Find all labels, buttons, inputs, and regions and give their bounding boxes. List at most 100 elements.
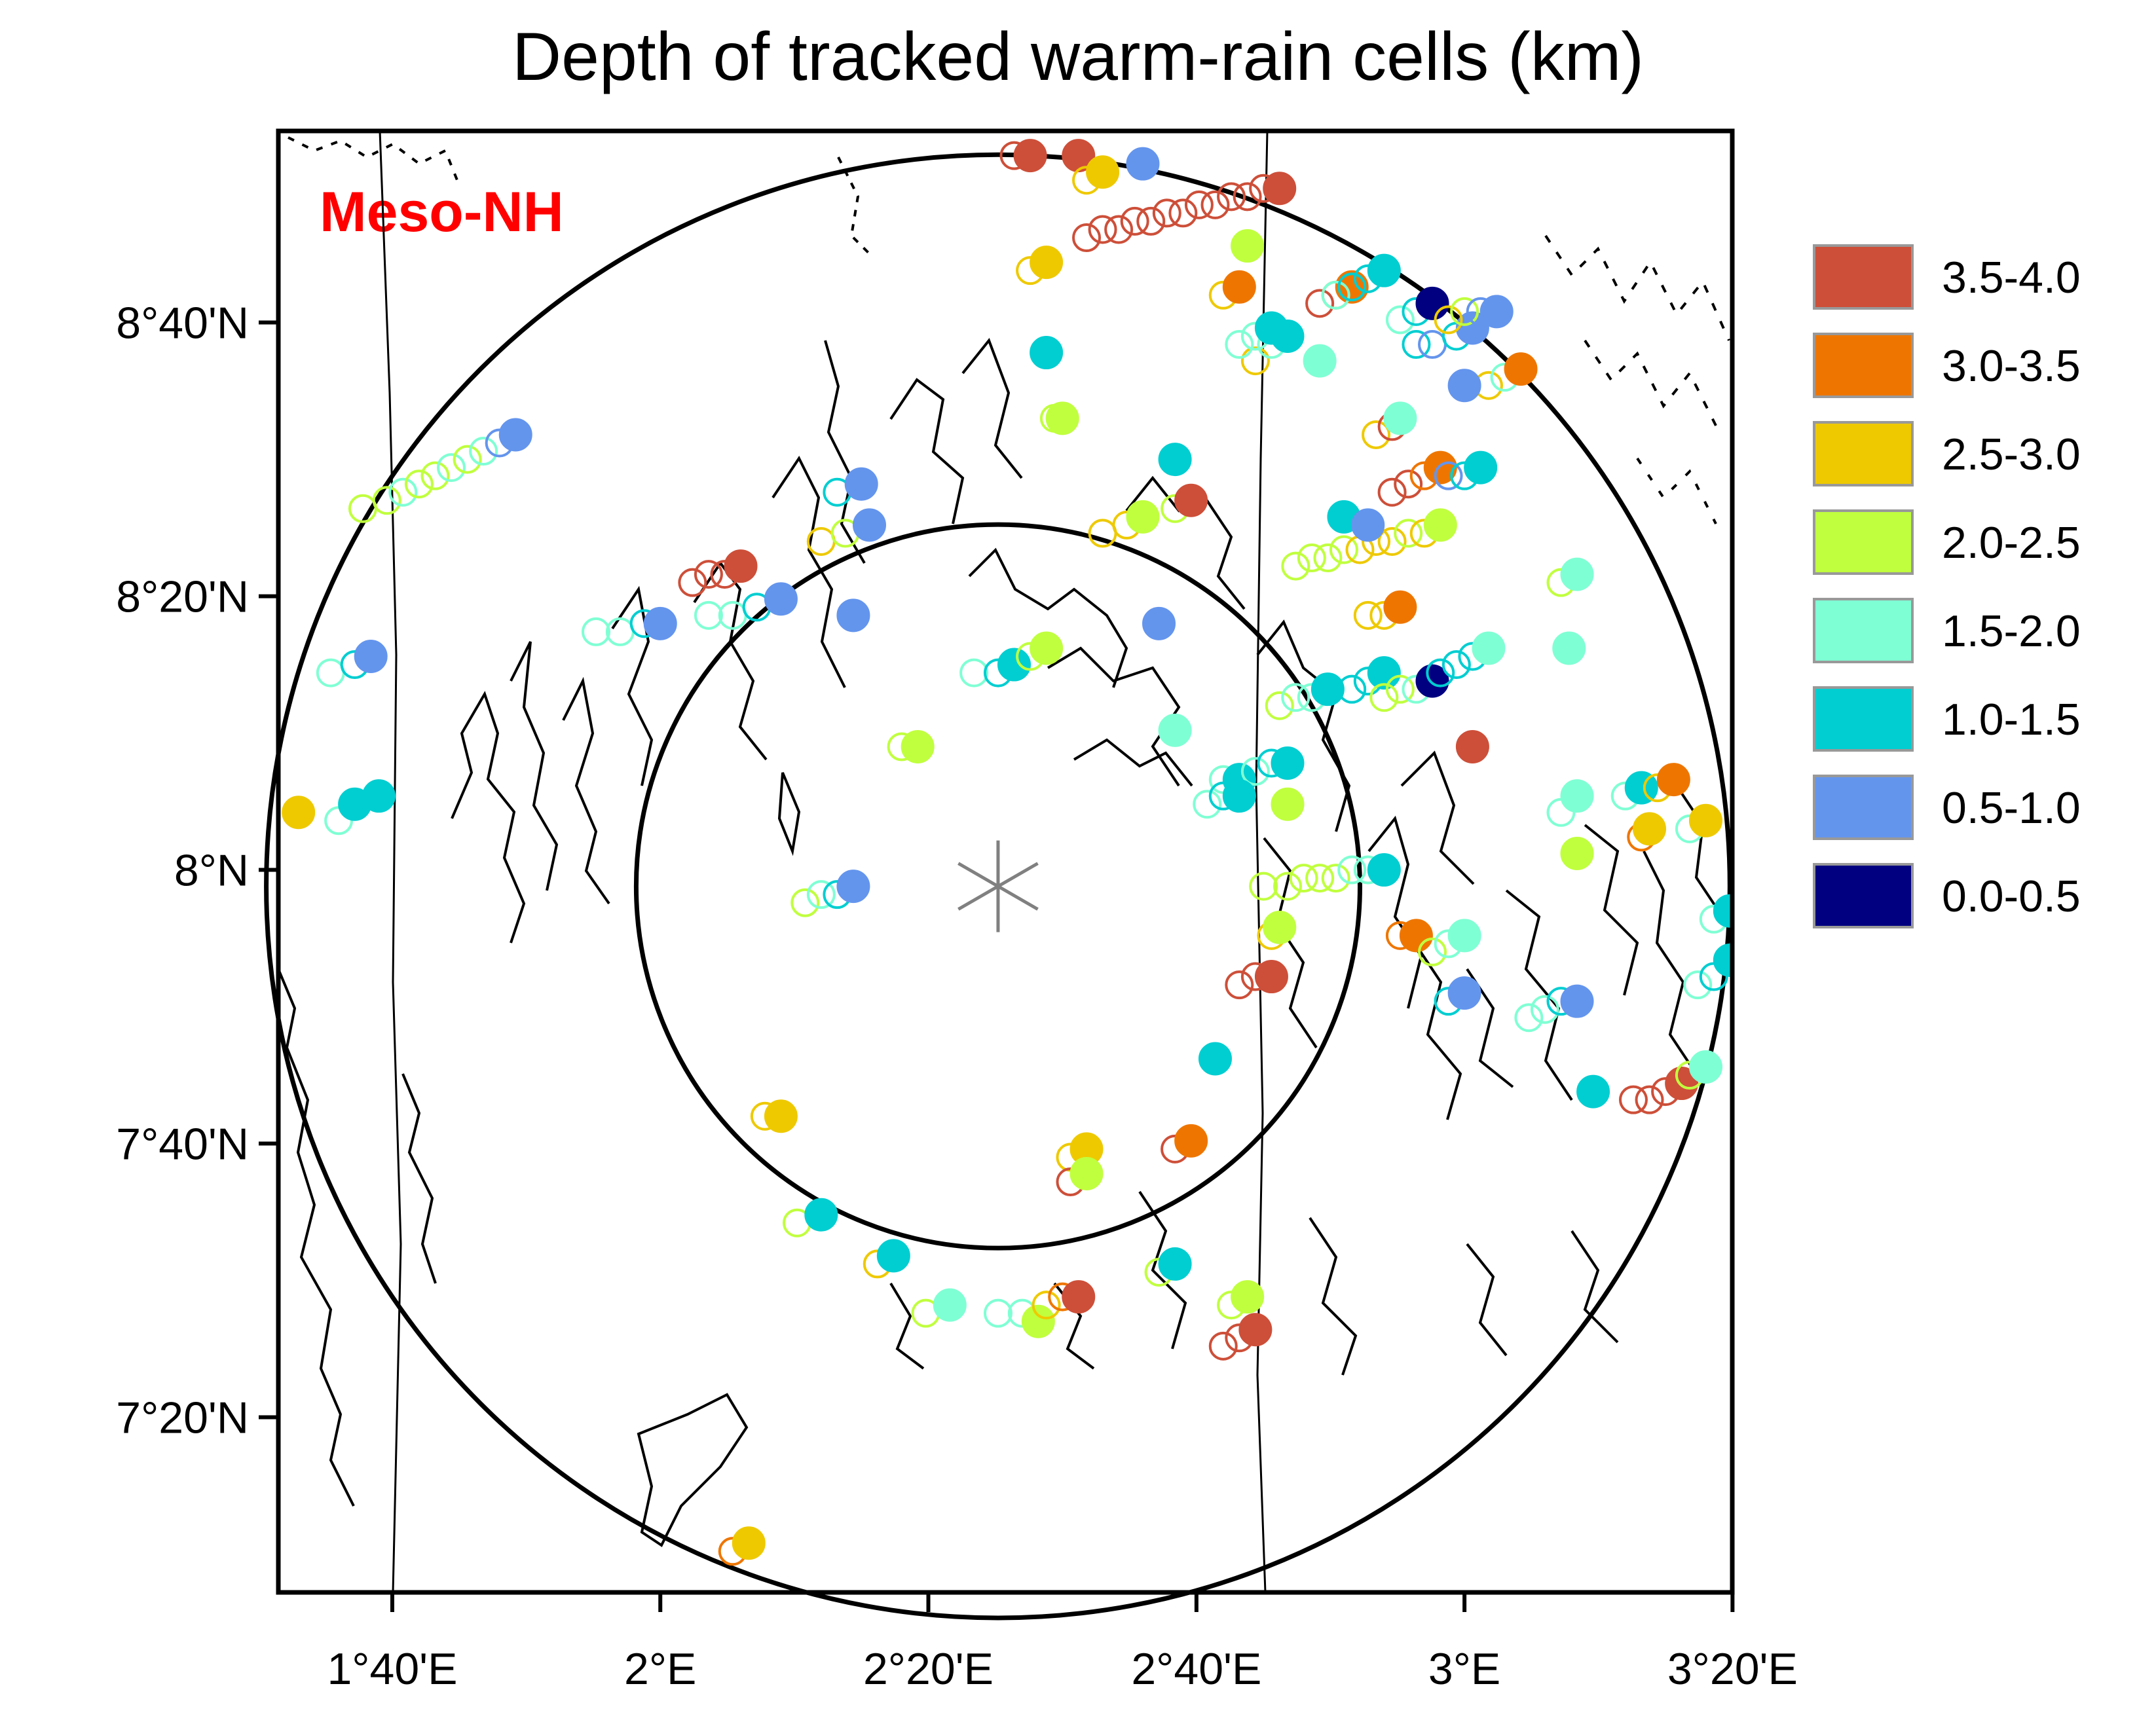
cell-point	[1310, 672, 1345, 706]
legend-swatch	[1813, 421, 1914, 486]
cell-point	[790, 888, 820, 917]
cell-point	[1385, 305, 1415, 335]
cell-point	[1174, 1124, 1208, 1158]
legend-label: 3.0-3.5	[1942, 341, 2081, 391]
legend-label: 1.5-2.0	[1942, 606, 2081, 656]
river-system-1	[451, 691, 526, 944]
cell-point	[1713, 894, 1732, 928]
cell-point	[1281, 551, 1310, 581]
cell-point	[1254, 311, 1288, 345]
cell-point	[469, 437, 498, 466]
cell-point	[1415, 664, 1449, 698]
cell-point	[1394, 469, 1423, 499]
x-tick-label: 2°40'E	[1131, 1644, 1261, 1694]
river-system-7	[824, 340, 866, 564]
cell-point	[436, 453, 466, 483]
range-rings	[264, 152, 1732, 1621]
y-tick-label: 8°N	[174, 846, 249, 896]
cell-point	[1576, 1074, 1610, 1109]
cell-point	[732, 1526, 766, 1560]
river-system-27	[1309, 1217, 1358, 1376]
cell-point	[1383, 590, 1417, 624]
cell-point	[1688, 1050, 1722, 1084]
x-tick-label: 2°E	[624, 1644, 696, 1694]
cell-point	[1633, 812, 1667, 846]
cell-point	[1254, 960, 1288, 994]
x-tick-label: 3°E	[1428, 1644, 1500, 1694]
cell-point	[582, 617, 611, 646]
cell-point	[1479, 295, 1514, 329]
cell-point	[1464, 450, 1498, 485]
cell-point	[1104, 215, 1134, 244]
cell-point	[1321, 280, 1350, 310]
cell-point	[1045, 401, 1079, 435]
cell-point	[605, 617, 635, 646]
cell-point	[1158, 443, 1192, 477]
legend-swatch	[1813, 863, 1914, 928]
cell-point	[1656, 763, 1690, 797]
chart-title: Depth of tracked warm-rain cells (km)	[512, 19, 1644, 95]
cell-point	[1072, 223, 1102, 253]
cell-point	[1271, 746, 1305, 780]
cell-point	[1303, 344, 1337, 378]
cell-point	[1238, 1313, 1273, 1347]
cell-point	[1263, 910, 1297, 944]
cell-point	[1273, 871, 1302, 901]
cell-point	[1399, 919, 1433, 953]
cell-point	[1394, 519, 1423, 548]
legend-label: 0.0-0.5	[1942, 871, 2081, 921]
cell-point	[1455, 729, 1489, 763]
cell-point	[997, 648, 1032, 682]
river-system-2	[510, 641, 559, 891]
cell-point	[1434, 461, 1463, 490]
cell-point	[1030, 336, 1064, 370]
river-system-4	[611, 585, 654, 786]
cell-point	[1198, 1042, 1232, 1076]
legend-swatch	[1813, 775, 1914, 840]
radar-site	[957, 840, 1039, 932]
legend: 3.5-4.0 3.0-3.5 2.5-3.0 2.0-2.5 1.5-2.0 1.0-1…	[1813, 244, 2081, 928]
cell-point	[1353, 600, 1383, 630]
y-tick-label: 7°20'N	[116, 1393, 249, 1443]
cell-point	[1426, 658, 1455, 688]
cell-point	[1635, 1085, 1664, 1114]
cell-point	[1447, 976, 1481, 1010]
plot-frame	[276, 128, 1735, 1595]
cell-point	[836, 870, 870, 904]
legend-label: 1.0-1.5	[1942, 695, 2081, 744]
cell-point	[1362, 420, 1391, 449]
cell-point	[1152, 198, 1181, 228]
cell-point	[1560, 557, 1594, 591]
river-system-15	[1263, 837, 1318, 1049]
coastline-west	[278, 968, 355, 1507]
cell-point	[1136, 206, 1166, 236]
range-ring-1	[633, 522, 1362, 1251]
cell-point	[724, 549, 758, 583]
boundary-layer	[379, 131, 1269, 1592]
cell-point	[1184, 190, 1214, 219]
x-tick-label: 3°20'E	[1667, 1644, 1798, 1694]
cell-point	[1624, 771, 1658, 805]
cell-point	[1271, 787, 1305, 821]
legend-label: 2.0-2.5	[1942, 518, 2081, 568]
cell-point	[1683, 970, 1713, 1000]
cell-point	[1240, 346, 1270, 376]
cell-point	[1441, 650, 1471, 680]
n-coastline-fragments	[837, 156, 872, 257]
lake-west	[777, 772, 801, 856]
cell-point	[1222, 779, 1256, 813]
cell-point	[1472, 631, 1506, 665]
cell-point	[1415, 286, 1449, 320]
cell-point	[1560, 984, 1594, 1018]
river-system-20	[1505, 889, 1573, 1101]
cell-point	[678, 568, 707, 597]
cell-point	[876, 1239, 910, 1273]
cell-point	[1504, 352, 1538, 386]
cell-point	[1402, 330, 1431, 359]
cell-point	[1377, 526, 1407, 556]
ne-coastline-fragments-3	[1636, 457, 1717, 524]
river-system-16	[1367, 815, 1423, 1009]
cell-point	[694, 600, 723, 630]
river-system-26	[1138, 1190, 1187, 1349]
